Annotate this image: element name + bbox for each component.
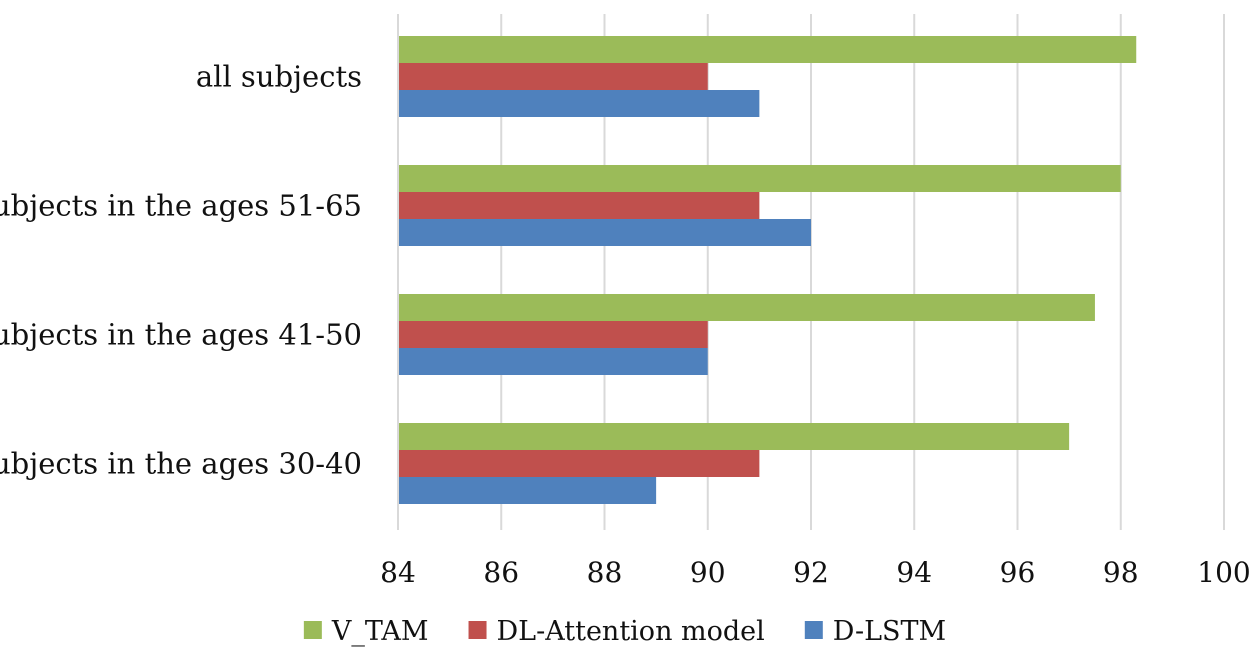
bar-dl-attention-model: [398, 321, 708, 348]
x-tick-label: 94: [896, 556, 932, 589]
bar-v-tam: [398, 423, 1070, 450]
bar-d-lstm: [398, 348, 708, 375]
category-label: Subjects in the ages 51-65: [0, 189, 362, 223]
bar-dl-attention-model: [398, 192, 760, 219]
legend-label: V_TAM: [331, 616, 429, 647]
bar-v-tam: [398, 165, 1121, 192]
bar-d-lstm: [398, 477, 657, 504]
bar-v-tam: [398, 294, 1095, 321]
x-tick-label: 84: [380, 556, 416, 589]
x-tick-label: 100: [1197, 556, 1250, 589]
legend: V_TAM DL-Attention model D-LSTM: [303, 616, 946, 647]
legend-swatch: [303, 621, 322, 639]
legend-label: D-LSTM: [833, 616, 946, 647]
bar-dl-attention-model: [398, 63, 708, 90]
bars: [398, 36, 1137, 504]
x-tick-label: 88: [587, 556, 623, 589]
x-tick-labels: 84 86 88 90 92 94 96 98 100: [380, 556, 1250, 589]
category-label: all subjects: [196, 60, 362, 94]
bar-d-lstm: [398, 90, 760, 117]
x-tick-label: 98: [1103, 556, 1139, 589]
x-tick-label: 90: [690, 556, 726, 589]
x-tick-label: 86: [483, 556, 519, 589]
category-label: Subjects in the ages 30-40: [0, 447, 362, 481]
legend-label: DL-Attention model: [497, 616, 765, 647]
bar-v-tam: [398, 36, 1137, 63]
bar-d-lstm: [398, 219, 811, 246]
bar-dl-attention-model: [398, 450, 760, 477]
legend-swatch: [804, 621, 823, 639]
legend-swatch: [468, 621, 487, 639]
x-tick-label: 92: [793, 556, 829, 589]
category-labels: all subjects Subjects in the ages 51-65 Su…: [0, 60, 362, 481]
x-tick-label: 96: [1000, 556, 1036, 589]
category-label: Subjects in the ages 41-50: [0, 318, 362, 352]
